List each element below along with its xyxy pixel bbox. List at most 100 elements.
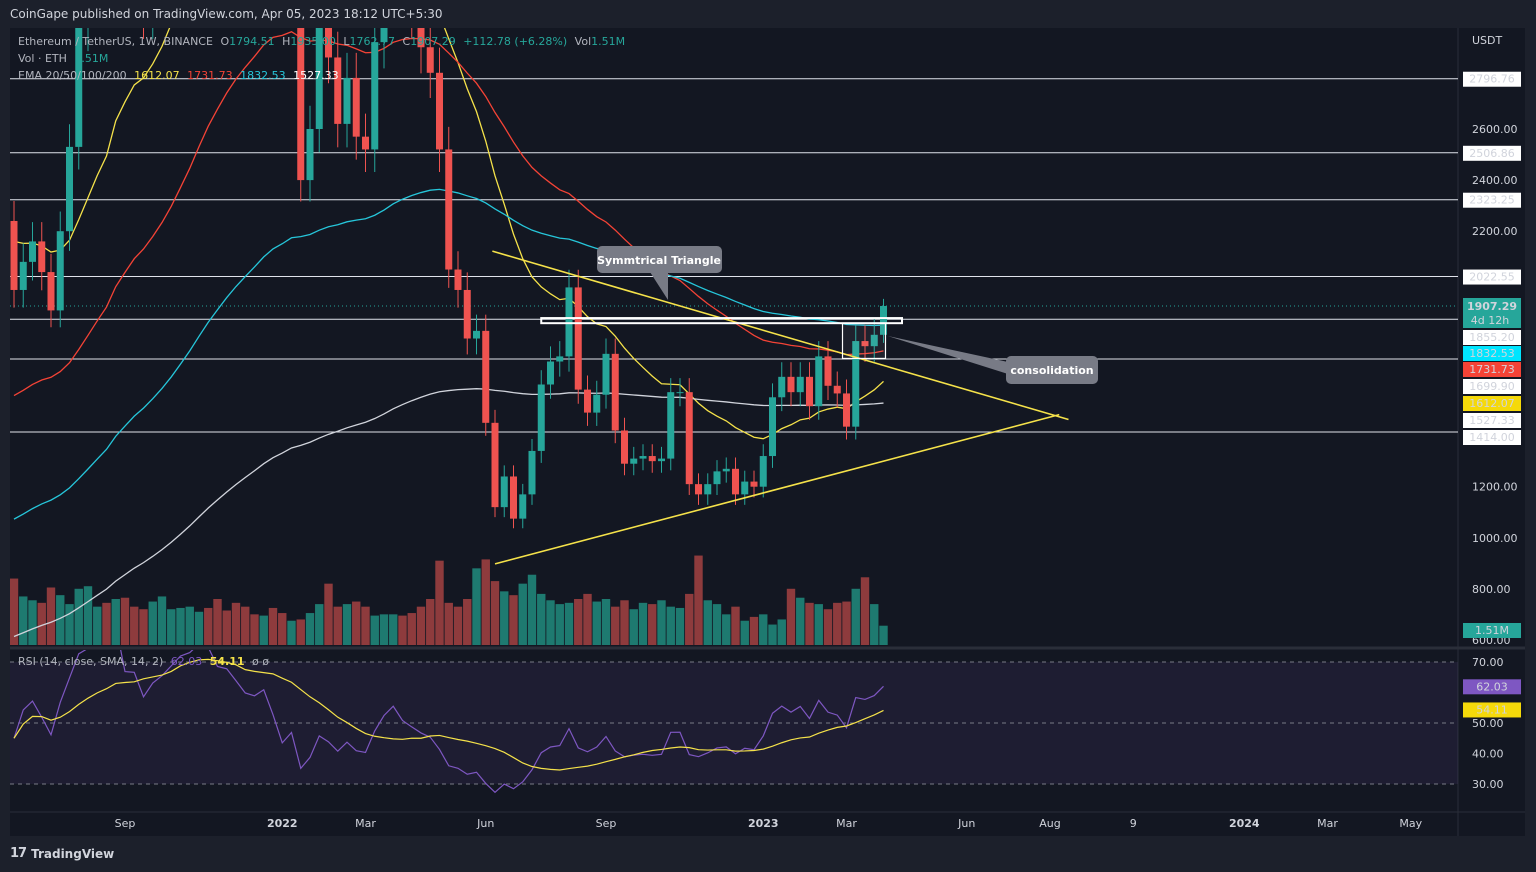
volume-bar	[56, 595, 65, 645]
candle-body	[362, 136, 369, 150]
symbol-name[interactable]: Ethereum / TetherUS, 1W, BINANCE	[18, 35, 213, 48]
price-tick: 1000.00	[1472, 532, 1518, 545]
ema50-line	[13, 30, 884, 397]
consolidation-callout[interactable]	[1006, 356, 1098, 384]
time-tick: Sep	[596, 817, 617, 830]
candle-body	[685, 392, 693, 485]
ema-legend[interactable]: EMA 20/50/100/200 1612.07 1731.73 1832.5…	[18, 69, 343, 82]
volume-bar	[527, 574, 537, 645]
volume-bar	[842, 601, 851, 645]
price-tick: 2200.00	[1472, 225, 1518, 238]
candle-body	[306, 129, 314, 181]
time-tick: Jun	[476, 817, 494, 830]
close-value: 1907.29	[410, 35, 456, 48]
volume-bar	[749, 616, 759, 645]
high-value: 1935.00	[290, 35, 336, 48]
volume-bar	[93, 606, 102, 645]
volume-bar	[361, 606, 370, 645]
volume-bar	[694, 555, 703, 645]
close-label: C	[402, 35, 411, 48]
ema-label: EMA 20/50/100/200	[18, 69, 127, 82]
price-tag-ema20-label: 1612.07	[1469, 397, 1515, 410]
open-value: 1794.51	[229, 35, 275, 48]
candle-body	[436, 72, 443, 150]
candle-body	[10, 220, 18, 290]
drawings[interactable]	[492, 250, 1069, 565]
volume-bar	[352, 601, 361, 645]
volume-bar	[407, 613, 416, 645]
price-level-tag	[1463, 71, 1521, 87]
volume-bar	[204, 607, 213, 645]
price-level-tag	[1463, 145, 1521, 161]
volume-bar	[120, 597, 130, 645]
volume-legend[interactable]: Vol · ETH 1.51M	[18, 52, 112, 65]
volume-bar	[851, 588, 860, 645]
candle-body	[500, 476, 508, 508]
candle-body	[880, 305, 887, 335]
triangle-lower-trendline[interactable]	[494, 413, 1060, 565]
candle-body	[870, 334, 878, 347]
volume-bar	[768, 624, 777, 645]
resistance-zone-box[interactable]	[540, 317, 903, 325]
rsi-value: 62.03	[170, 655, 203, 668]
rsi-pane[interactable]	[10, 625, 1458, 794]
candle-body	[426, 47, 434, 73]
candle-body	[602, 353, 610, 395]
candle-body	[639, 456, 647, 459]
candle-body	[630, 458, 638, 464]
time-tick: 9	[1130, 817, 1137, 830]
volume-bar	[675, 607, 685, 645]
triangle-callout-pointer	[650, 272, 668, 300]
callouts[interactable]: Symmtrical Triangle consolidation	[597, 246, 1098, 384]
volume-bar	[185, 606, 194, 645]
candle-body	[56, 231, 64, 311]
volume-bar	[611, 606, 620, 645]
axes[interactable]: USDT 2600.00 2400.00 2200.00 1200.00 1000.00 8…	[115, 34, 1521, 830]
volume-bar	[759, 614, 768, 645]
consolidation-box[interactable]	[841, 322, 887, 360]
price-tag-ema20	[1463, 396, 1521, 411]
main-pane[interactable]	[10, 0, 1458, 645]
time-tick: May	[1399, 817, 1422, 830]
volume-bar	[472, 568, 481, 645]
volume-bar	[426, 599, 435, 645]
volume-bar	[111, 599, 120, 645]
volume-bar	[148, 601, 157, 645]
volume-bar	[537, 593, 546, 645]
rsi-tick: 40.00	[1472, 748, 1504, 761]
rsi-legend[interactable]: RSI (14, close, SMA, 14, 2) 62.03 54.11 …	[18, 655, 273, 668]
symbol-legend[interactable]: Ethereum / TetherUS, 1W, BINANCE O1794.5…	[18, 35, 629, 48]
candle-body	[584, 389, 591, 413]
candle-body	[741, 481, 749, 495]
candle-body	[491, 422, 499, 508]
time-tick: Mar	[836, 817, 857, 830]
candle-body	[695, 484, 702, 495]
consolidation-callout-label: consolidation	[1010, 364, 1093, 377]
price-tick: 800.00	[1472, 583, 1511, 596]
price-tag-ema200-label: 1527.33	[1469, 414, 1515, 427]
volume-bar	[241, 606, 250, 645]
volume-bar	[342, 604, 352, 645]
volume-bar	[333, 606, 342, 645]
candle-body	[334, 57, 342, 124]
candle-body	[325, 28, 332, 58]
triangle-upper-trendline[interactable]	[492, 250, 1069, 421]
volume-bar	[157, 596, 167, 645]
candle-body	[547, 361, 554, 385]
tradingview-logo[interactable]: 17 TradingView	[10, 846, 114, 861]
candle-body	[528, 450, 536, 495]
candle-body	[778, 376, 786, 398]
triangle-callout[interactable]	[597, 246, 722, 273]
volume-bar	[444, 602, 453, 645]
volume-bar	[666, 606, 675, 645]
volume-value: 1.51M	[591, 35, 626, 48]
volume-bar	[879, 625, 888, 645]
candle-body	[611, 353, 619, 431]
candle-body	[29, 241, 36, 262]
candle-body	[574, 287, 582, 390]
candle-body	[658, 458, 665, 462]
time-tick: 2024	[1229, 817, 1260, 830]
time-tick: Mar	[1317, 817, 1338, 830]
ema200-line	[13, 388, 884, 638]
